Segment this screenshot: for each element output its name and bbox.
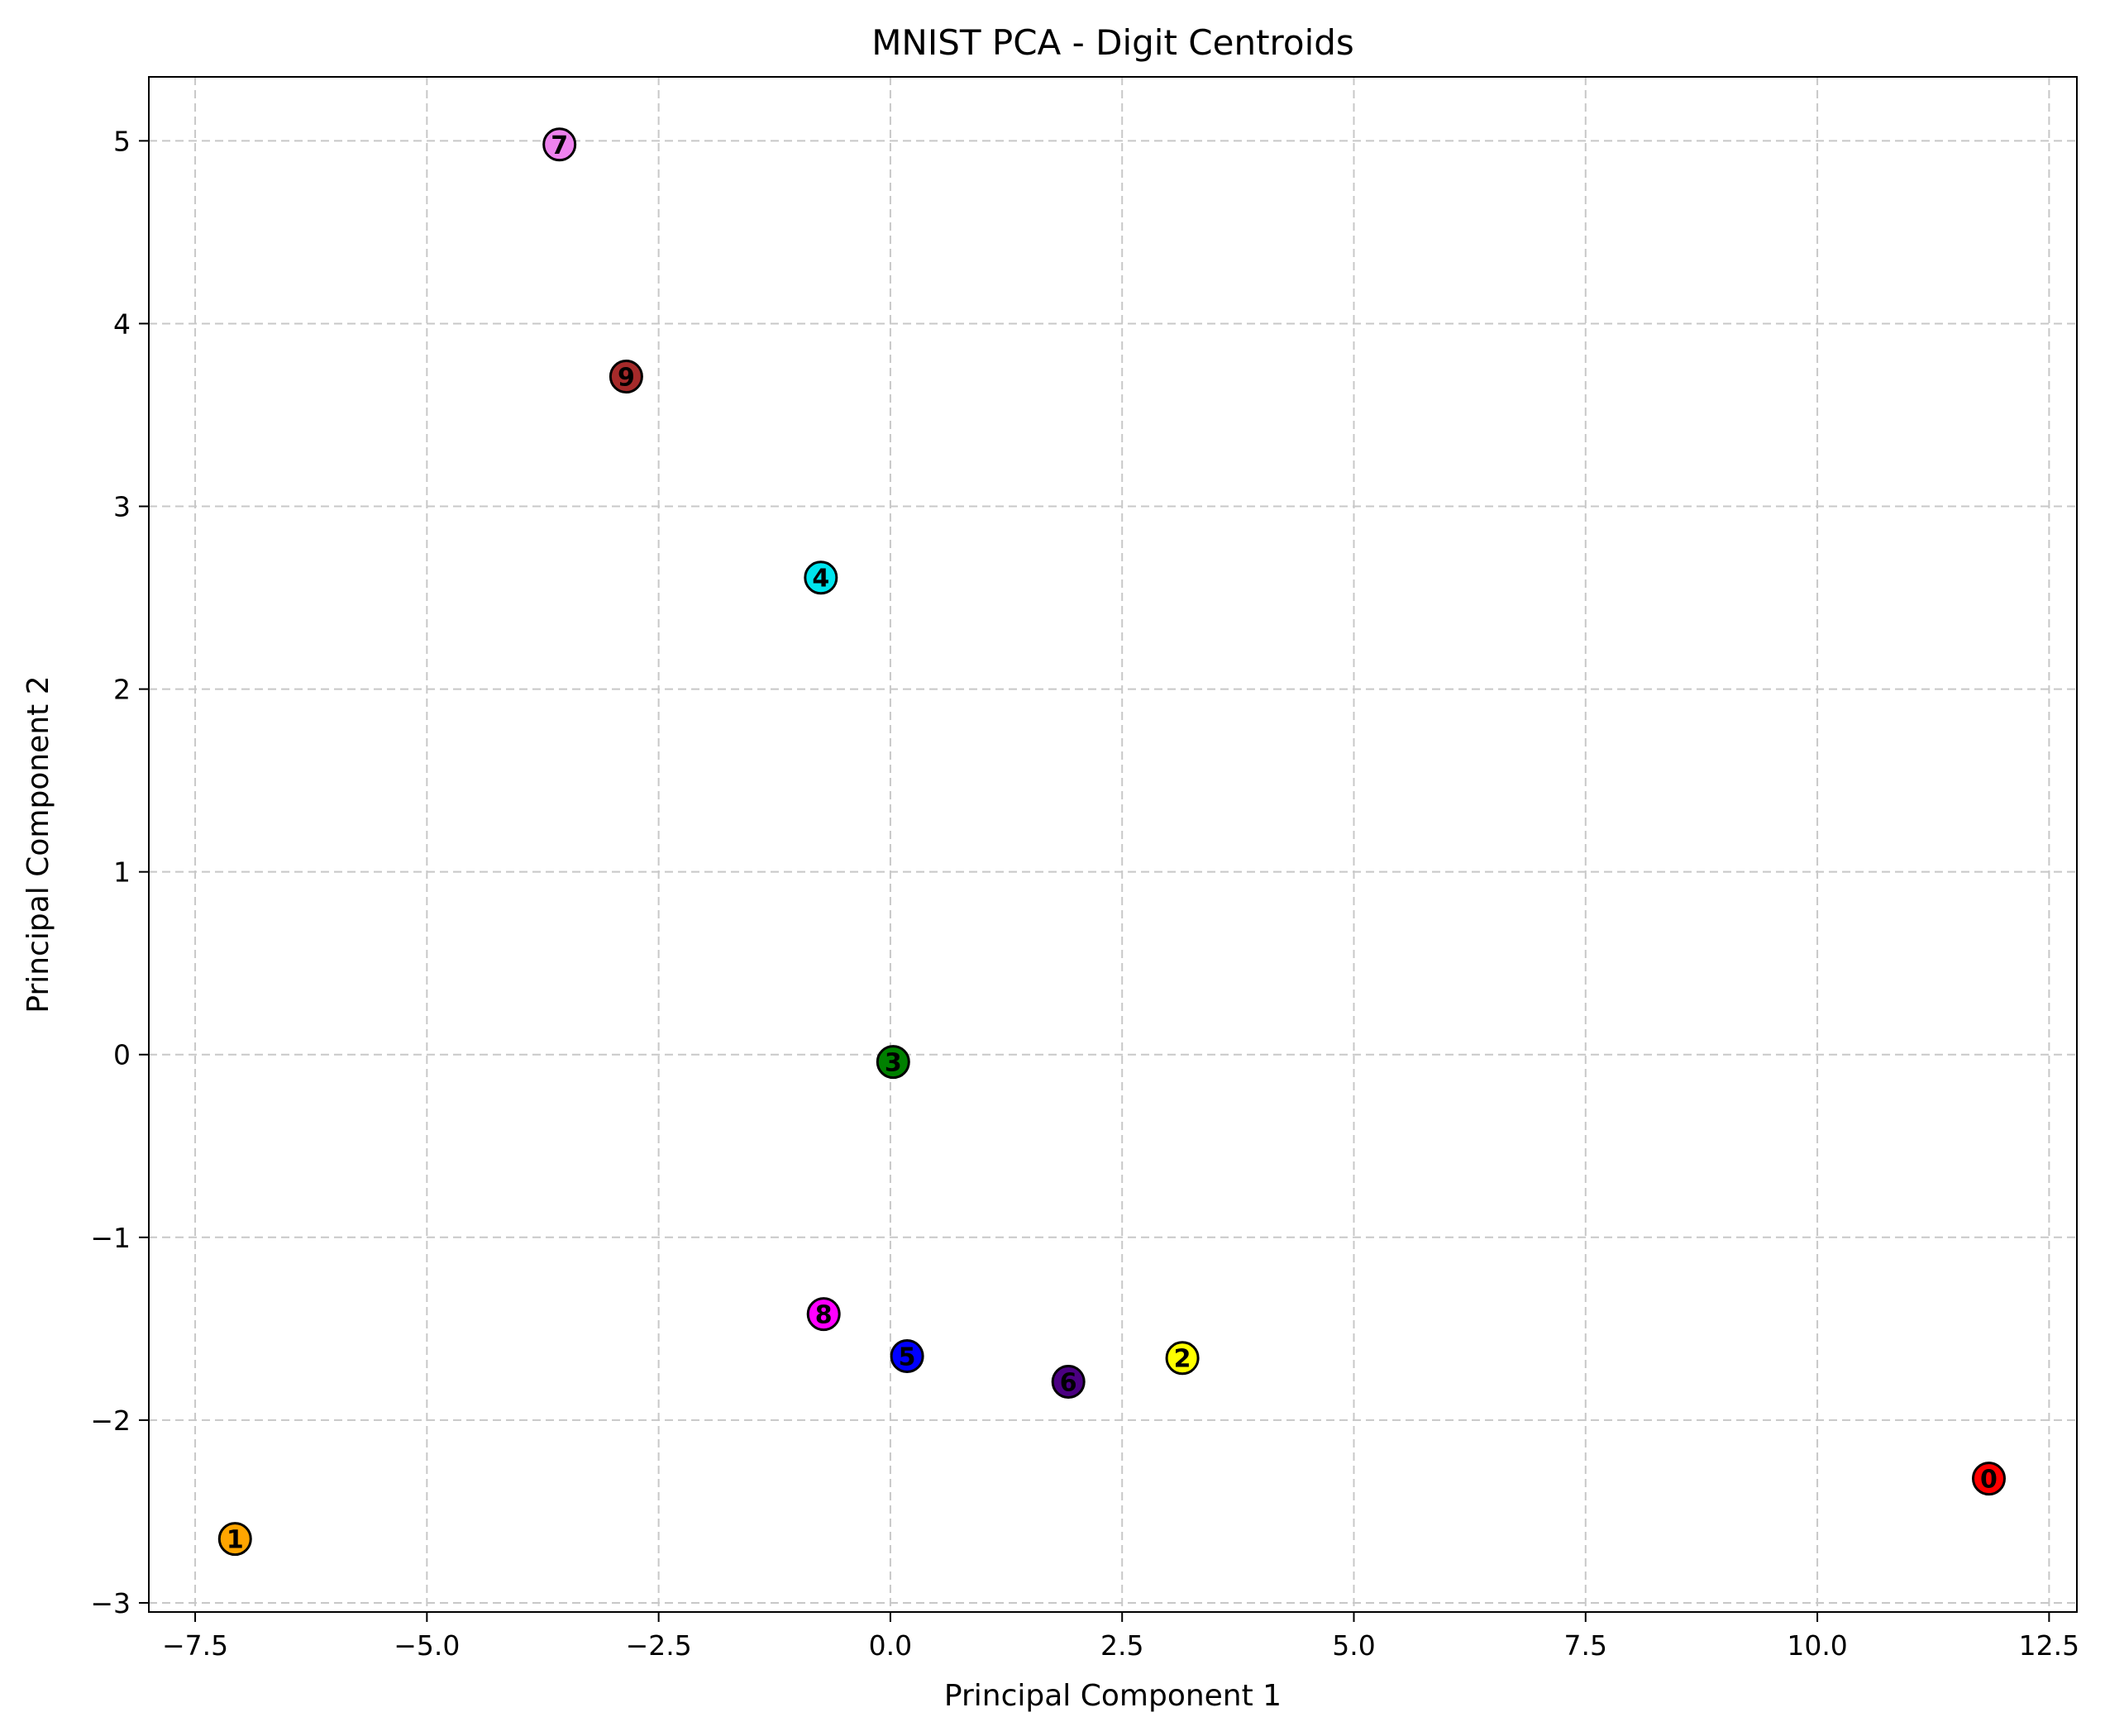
x-tick-label: 5.0 (1332, 1629, 1375, 1662)
centroid-marker (542, 127, 577, 162)
x-tick-label: −2.5 (626, 1629, 692, 1662)
centroid-marker (1971, 1462, 2006, 1496)
centroid-point-6: 6 (1051, 1364, 1086, 1399)
y-tick-label: −3 (90, 1587, 131, 1619)
centroid-point-5: 5 (890, 1339, 924, 1373)
centroid-label: 9 (618, 364, 635, 393)
x-tick-label: −7.5 (162, 1629, 228, 1662)
centroid-point-1: 1 (217, 1522, 252, 1557)
centroid-point-9: 9 (609, 360, 643, 394)
chart-title: MNIST PCA - Digit Centroids (871, 22, 1354, 63)
x-tick-label: 2.5 (1100, 1629, 1143, 1662)
centroid-marker (804, 560, 838, 595)
y-tick-label: 4 (113, 308, 131, 340)
centroid-marker (217, 1522, 252, 1557)
y-tick-label: 3 (113, 491, 131, 523)
centroid-label: 6 (1060, 1368, 1077, 1397)
y-axis-ticks: −3 −2 −1 0 1 2 3 4 5 (90, 125, 149, 1619)
x-tick-label: 12.5 (2019, 1629, 2079, 1662)
centroid-point-8: 8 (806, 1297, 841, 1332)
data-points: 0 1 2 3 4 5 6 7 8 9 (217, 127, 2006, 1557)
centroid-label: 0 (1980, 1466, 1998, 1495)
y-axis-title: Principal Component 2 (21, 675, 55, 1013)
centroid-label: 5 (899, 1343, 916, 1372)
centroid-label: 3 (885, 1049, 902, 1078)
centroid-marker (609, 360, 643, 394)
y-tick-label: 5 (113, 125, 131, 157)
plot-area (148, 76, 2078, 1613)
grid (149, 77, 2077, 1612)
centroid-point-4: 4 (804, 560, 838, 595)
x-tick-label: −5.0 (394, 1629, 460, 1662)
y-tick-label: −1 (90, 1222, 131, 1254)
centroid-marker (1165, 1341, 1200, 1376)
y-tick-label: 2 (113, 674, 131, 706)
x-axis-title: Principal Component 1 (944, 1679, 1282, 1713)
centroid-marker (1051, 1364, 1086, 1399)
centroid-label: 7 (551, 131, 568, 160)
x-tick-label: 10.0 (1787, 1629, 1847, 1662)
centroid-marker (806, 1297, 841, 1332)
y-tick-label: 0 (113, 1039, 131, 1071)
x-tick-label: 0.0 (869, 1629, 912, 1662)
centroid-label: 1 (227, 1526, 244, 1555)
centroid-point-2: 2 (1165, 1341, 1200, 1376)
x-tick-label: 7.5 (1564, 1629, 1607, 1662)
y-tick-label: −2 (90, 1405, 131, 1437)
centroid-label: 2 (1174, 1345, 1191, 1374)
centroid-label: 4 (812, 565, 829, 594)
centroid-marker (890, 1339, 924, 1373)
x-axis-ticks: −7.5 −5.0 −2.5 0.0 2.5 5.0 7.5 10.0 12.5 (162, 1612, 2079, 1662)
centroid-point-3: 3 (876, 1045, 910, 1080)
centroid-point-7: 7 (542, 127, 577, 162)
centroid-marker (876, 1045, 910, 1080)
centroid-point-0: 0 (1971, 1462, 2006, 1496)
centroid-label: 8 (815, 1301, 833, 1330)
y-tick-label: 1 (113, 856, 131, 889)
